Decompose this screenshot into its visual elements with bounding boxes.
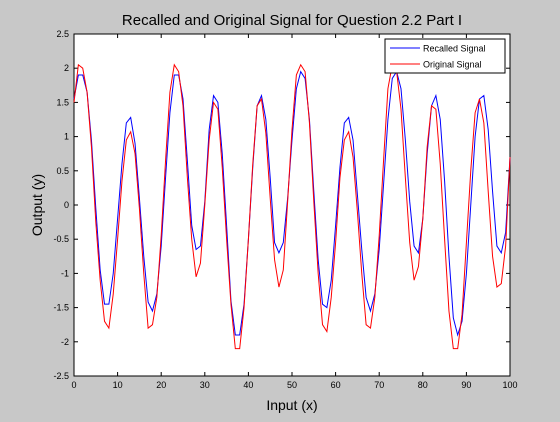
x-tick-label: 50 [287, 380, 297, 390]
y-tick-label: 0.5 [56, 166, 69, 176]
x-tick-label: 10 [113, 380, 123, 390]
x-tick-label: 40 [243, 380, 253, 390]
x-tick-label: 0 [71, 380, 76, 390]
plot-area [73, 33, 511, 377]
y-axis-label: Output (y) [29, 174, 45, 236]
x-axis: 0 10 20 30 40 50 60 70 80 90 100 [71, 34, 518, 390]
x-tick-label: 30 [200, 380, 210, 390]
y-tick-label: 2 [64, 63, 69, 73]
series-line-original-signal [73, 63, 511, 350]
x-tick-label: 90 [461, 380, 471, 390]
chart-title: Recalled and Original Signal for Questio… [122, 12, 462, 29]
x-tick-label: 70 [374, 380, 384, 390]
x-tick-label: 80 [418, 380, 428, 390]
y-tick-label: -2.5 [53, 371, 69, 381]
y-tick-label: -2 [61, 337, 69, 347]
legend-box [384, 38, 506, 74]
x-tick-label: 20 [156, 380, 166, 390]
y-tick-label: 0 [64, 200, 69, 210]
legend: Recalled Signal Original Signal [384, 38, 506, 74]
x-tick-label: 100 [502, 380, 517, 390]
x-tick-label: 60 [331, 380, 341, 390]
y-tick-label: -0.5 [53, 234, 69, 244]
legend-label-recalled: Recalled Signal [423, 44, 486, 54]
y-tick-label: -1.5 [53, 303, 69, 313]
y-tick-label: 1 [64, 132, 69, 142]
y-tick-label: 2.5 [56, 29, 69, 39]
x-axis-label: Input (x) [266, 397, 317, 413]
y-tick-label: 1.5 [56, 97, 69, 107]
y-tick-label: -1 [61, 268, 69, 278]
series-lines [73, 63, 511, 350]
y-axis: -2.5 -2 -1.5 -1 -0.5 0 0.5 1 1.5 2 2.5 [53, 29, 510, 381]
legend-label-original: Original Signal [423, 60, 482, 70]
series-line-recalled-signal [73, 70, 511, 337]
